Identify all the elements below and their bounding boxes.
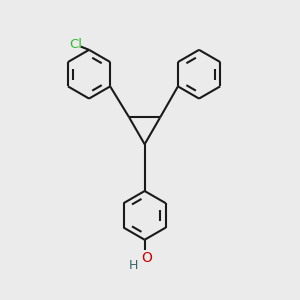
Text: O: O [142, 251, 152, 266]
Text: Cl: Cl [69, 38, 82, 51]
Text: H: H [129, 259, 138, 272]
